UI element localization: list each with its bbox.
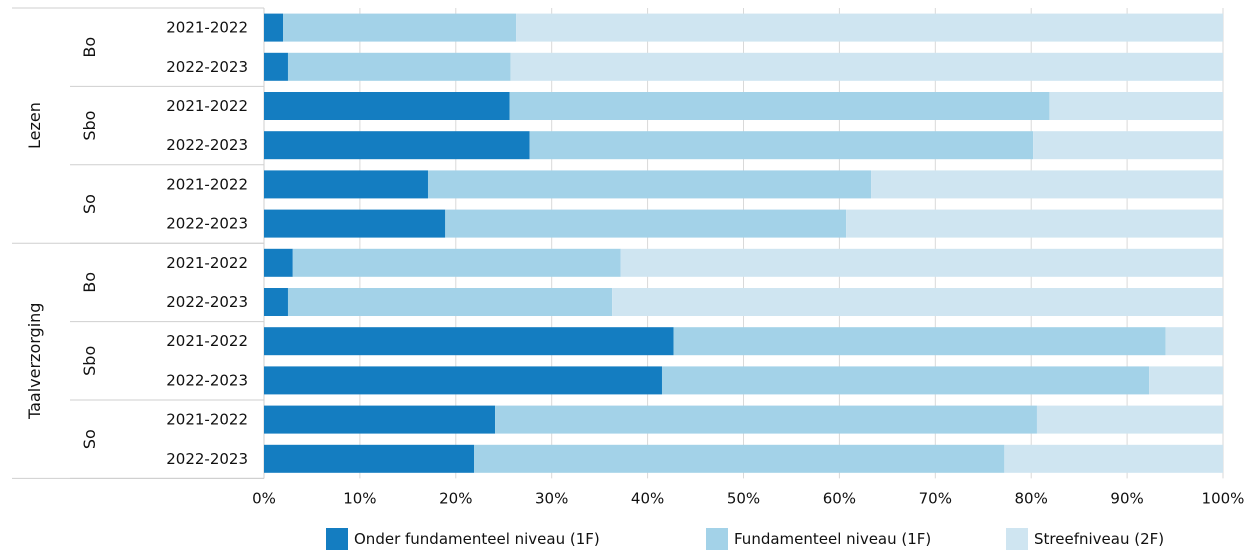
bar-segment xyxy=(474,444,1005,473)
x-tick-label: 90% xyxy=(1110,489,1143,507)
bar-segment xyxy=(1033,131,1223,160)
grid-layer xyxy=(263,8,1224,479)
bar-segment xyxy=(495,405,1037,434)
legend-label: Streefniveau (2F) xyxy=(1034,530,1165,548)
bar-segment xyxy=(673,327,1166,356)
legend-swatch xyxy=(1006,528,1028,550)
bar-segment xyxy=(264,444,475,473)
group-label: Lezen xyxy=(25,102,44,149)
row-label: 2022-2023 xyxy=(166,215,248,233)
x-tick-label: 80% xyxy=(1015,489,1048,507)
stacked-bar-chart: 0% 10% 20% 30% 40% 50% 60% 70% 80% 90% 100% 2021-20… xyxy=(12,7,1244,508)
bars-layer xyxy=(264,13,1223,473)
x-tick-label: 70% xyxy=(919,489,952,507)
bar-segment xyxy=(264,366,662,395)
row-label: 2022-2023 xyxy=(166,58,248,76)
row-label: 2021-2022 xyxy=(166,97,248,115)
bar-segment xyxy=(509,92,1050,120)
bar-segment xyxy=(846,209,1223,238)
bar-segment xyxy=(1049,92,1223,120)
row-label: 2022-2023 xyxy=(166,293,248,311)
row-label: 2021-2022 xyxy=(166,254,248,272)
legend-item-fundamenteel: Fundamenteel niveau (1F) xyxy=(706,528,931,550)
subgroup-label: Bo xyxy=(80,37,99,58)
group-label: Taalverzorging xyxy=(25,303,44,420)
subgroup-label: Sbo xyxy=(80,346,99,376)
x-tick-label: 0% xyxy=(252,489,276,507)
bar-segment xyxy=(1165,327,1223,356)
x-tick-label: 50% xyxy=(727,489,760,507)
bar-segment xyxy=(292,248,621,277)
bar-segment xyxy=(620,248,1223,277)
bar-segment xyxy=(264,170,428,199)
subgroup-label: So xyxy=(80,194,99,214)
bar-segment xyxy=(1036,405,1223,434)
bar-segment xyxy=(661,366,1150,395)
row-label: 2021-2022 xyxy=(166,19,248,37)
axis-labels-layer: 0% 10% 20% 30% 40% 50% 60% 70% 80% 90% 100% 2021-20… xyxy=(25,19,1244,508)
x-tick-label: 30% xyxy=(535,489,568,507)
legend: Onder fundamenteel niveau (1F) Fundament… xyxy=(0,528,1259,556)
bar-segment xyxy=(264,209,446,238)
bar-segment xyxy=(264,92,510,120)
legend-label: Fundamenteel niveau (1F) xyxy=(734,530,932,548)
row-label: 2022-2023 xyxy=(166,136,248,154)
bar-segment xyxy=(1149,366,1223,395)
x-tick-label: 10% xyxy=(343,489,376,507)
subgroup-label: Sbo xyxy=(80,111,99,141)
legend-item-streefniveau: Streefniveau (2F) xyxy=(1006,528,1164,550)
bar-segment xyxy=(871,170,1223,199)
legend-swatch xyxy=(326,528,348,550)
bar-segment xyxy=(510,52,1223,81)
bar-segment xyxy=(287,52,511,81)
bar-segment xyxy=(264,288,288,316)
x-tick-label: 20% xyxy=(439,489,472,507)
legend-swatch xyxy=(706,528,728,550)
row-label: 2022-2023 xyxy=(166,371,248,389)
x-tick-label: 40% xyxy=(631,489,664,507)
bar-segment xyxy=(283,13,517,42)
x-tick-label: 100% xyxy=(1202,489,1245,507)
bar-segment xyxy=(612,288,1223,316)
row-label: 2021-2022 xyxy=(166,175,248,193)
row-label: 2021-2022 xyxy=(166,332,248,350)
bar-segment xyxy=(264,248,293,277)
bar-segment xyxy=(516,13,1223,42)
bar-segment xyxy=(445,209,847,238)
legend-label: Onder fundamenteel niveau (1F) xyxy=(354,530,600,548)
bar-segment xyxy=(264,327,674,356)
bar-segment xyxy=(427,170,872,199)
bar-segment xyxy=(264,13,284,42)
legend-item-onder-fundamenteel: Onder fundamenteel niveau (1F) xyxy=(326,528,600,550)
bar-segment xyxy=(264,131,530,160)
bar-segment xyxy=(264,405,496,434)
bar-segment xyxy=(529,131,1034,160)
x-tick-label: 60% xyxy=(823,489,856,507)
category-dividers xyxy=(12,7,265,479)
bar-segment xyxy=(264,52,288,81)
subgroup-label: So xyxy=(80,429,99,449)
row-label: 2022-2023 xyxy=(166,450,248,468)
bar-segment xyxy=(1004,444,1223,473)
subgroup-label: Bo xyxy=(80,272,99,293)
row-label: 2021-2022 xyxy=(166,411,248,429)
bar-segment xyxy=(287,288,613,316)
